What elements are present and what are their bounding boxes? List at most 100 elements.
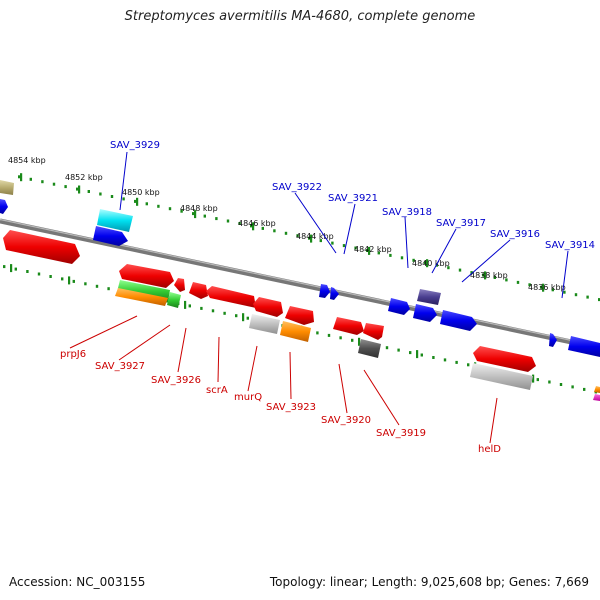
scale-major-tick (358, 337, 361, 346)
gene-label-sav-3927[interactable]: SAV_3927 (95, 361, 145, 372)
scale-major-tick (426, 259, 429, 268)
gene-red-sav-3923[interactable] (285, 306, 314, 325)
gene-label-sav-3922[interactable]: SAV_3922 (272, 182, 322, 193)
scale-dot (95, 284, 99, 288)
gene-label-murq[interactable]: murQ (234, 392, 262, 403)
gene-red-sav-3920[interactable] (333, 317, 364, 335)
gene-label-sav-3916[interactable]: SAV_3916 (490, 229, 540, 240)
gene-blue[interactable] (440, 310, 477, 331)
scale-dot (574, 293, 578, 297)
scale-dot (52, 182, 56, 186)
scale-dot (49, 275, 52, 278)
gene-orange[interactable] (594, 386, 600, 393)
scale-dot (235, 314, 238, 318)
scale-dot (327, 333, 331, 337)
scale-dot (246, 316, 249, 320)
scale-dot (29, 177, 32, 181)
scale-dot (316, 331, 319, 335)
scale-dot (18, 175, 21, 179)
scale-label: 4850 kbp (122, 188, 160, 197)
gene-orange-prpj6[interactable] (115, 288, 168, 306)
forward-genes (0, 180, 600, 357)
gene-blue[interactable] (413, 304, 437, 322)
scale-dot (110, 195, 114, 198)
gene-green[interactable] (167, 292, 181, 308)
scale-dot (467, 363, 470, 367)
gene-red[interactable] (3, 230, 80, 264)
gene-label-sav-3923[interactable]: SAV_3923 (266, 402, 316, 413)
gene-orange[interactable] (280, 321, 311, 342)
gene-label-sav-3919[interactable]: SAV_3919 (376, 428, 426, 439)
gene-label-sav-3920[interactable]: SAV_3920 (321, 415, 371, 426)
gene-olive[interactable] (0, 180, 14, 195)
scale-dot (87, 190, 90, 193)
scale-dot (400, 256, 404, 260)
map-title: Streptomyces avermitilis MA-4680, comple… (124, 9, 476, 24)
gene-label-scra[interactable]: scrA (206, 385, 228, 396)
scale-label: 4852 kbp (65, 173, 103, 182)
gene-blue[interactable] (319, 284, 330, 298)
gene-blue[interactable] (330, 287, 339, 300)
gene-blue[interactable] (549, 333, 557, 347)
gene-red-murq[interactable] (253, 297, 283, 317)
scale-major-tick (310, 234, 313, 243)
gene-red[interactable] (119, 264, 174, 288)
scale-major-tick (242, 313, 245, 322)
scale-major-tick (184, 300, 187, 309)
gene-purple-sav-3917[interactable] (417, 289, 441, 305)
gene-blue[interactable] (568, 336, 600, 357)
scale-dot (223, 311, 226, 315)
scale-dot (420, 353, 423, 357)
gene-red[interactable] (174, 278, 185, 292)
scale-major-tick (542, 283, 545, 292)
gene-label-sav-3918[interactable]: SAV_3918 (382, 207, 432, 218)
gene-label-sav-3929[interactable]: SAV_3929 (110, 140, 160, 151)
scale-dot (122, 197, 125, 201)
scale-dot (412, 258, 415, 262)
scale-label: 4848 kbp (180, 204, 218, 213)
scale-major-tick (416, 350, 419, 359)
gene-blue[interactable] (93, 226, 128, 246)
scale-dot (203, 214, 206, 218)
gene-red-held[interactable] (473, 346, 536, 372)
gene-blue[interactable] (0, 199, 8, 214)
scale-dot (107, 287, 110, 291)
gene-label-sav-3926[interactable]: SAV_3926 (151, 375, 201, 386)
gene-label-prpj6[interactable]: prpJ6 (60, 349, 86, 360)
scale-dot (72, 279, 75, 283)
gene-label-held[interactable]: helD (478, 444, 501, 455)
gene-label-sav-3921[interactable]: SAV_3921 (328, 193, 378, 204)
gene-dark-gray[interactable] (358, 339, 381, 358)
scale-dot (559, 383, 563, 386)
scale-major-tick (78, 185, 81, 194)
scale-dot (385, 346, 389, 350)
scale-label: 4844 kbp (296, 232, 334, 241)
scale-major-tick (252, 222, 255, 231)
gene-red-sav-3919[interactable] (363, 323, 384, 340)
scale-dot (180, 209, 183, 213)
scale-dot (211, 309, 215, 313)
scale-dot (238, 222, 241, 225)
scale-major-tick (136, 197, 139, 206)
gene-label-sav-3914[interactable]: SAV_3914 (545, 240, 595, 251)
gene-cyan-sav-3929[interactable] (97, 209, 133, 232)
scale-dot (157, 204, 160, 208)
gene-label-sav-3917[interactable]: SAV_3917 (436, 218, 486, 229)
scale-dot (14, 267, 17, 271)
gene-red[interactable] (189, 282, 208, 299)
scale-dot (482, 273, 485, 277)
scale-major-tick (368, 246, 371, 255)
gene-blue[interactable] (388, 298, 410, 315)
gene-gray[interactable] (249, 314, 280, 334)
scale-dot (145, 202, 148, 206)
gene-pink[interactable] (593, 394, 600, 401)
scale-dot (563, 290, 566, 294)
scale-dot (424, 261, 427, 265)
scale-dot (226, 219, 230, 223)
reverse-genes (3, 230, 600, 401)
scale-dot (284, 231, 288, 235)
gene-gray-held-region[interactable] (470, 363, 533, 390)
scale-dot (41, 180, 44, 184)
gene-red-scra[interactable] (206, 286, 256, 308)
scale-dot (188, 304, 191, 308)
